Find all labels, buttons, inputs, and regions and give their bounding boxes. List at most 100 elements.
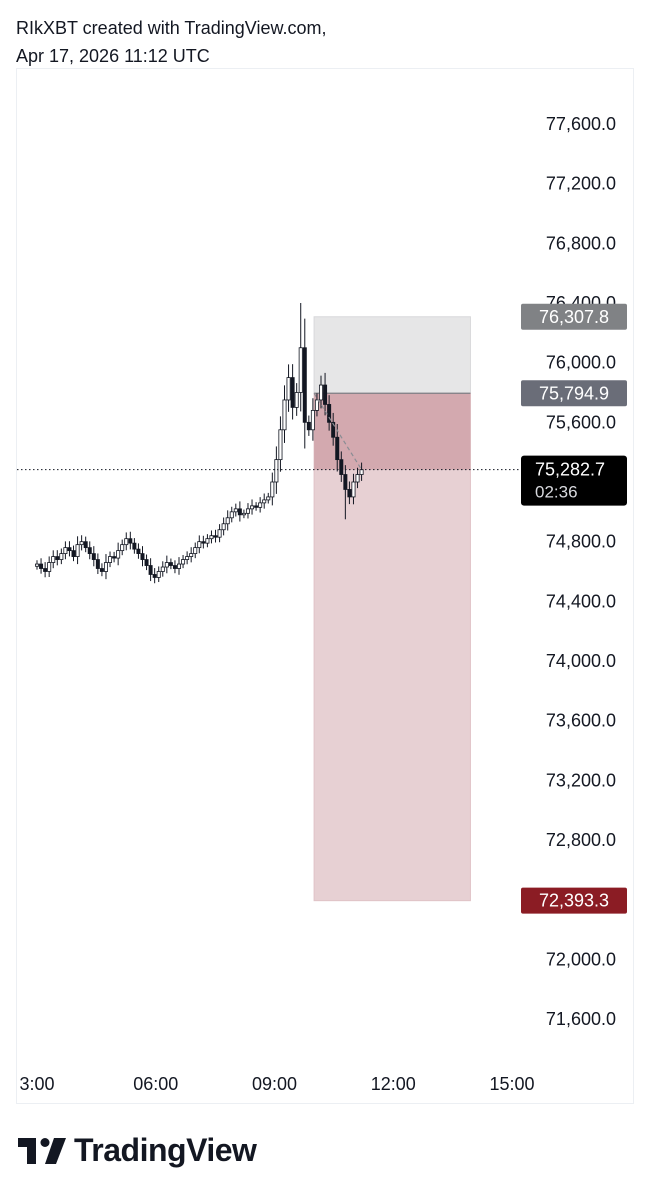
candle-body — [95, 559, 100, 569]
tradingview-logo-icon — [18, 1137, 66, 1164]
price-label-stop-box — [521, 887, 627, 914]
x-tick-label: 3:00 — [19, 1074, 54, 1094]
candle-body — [339, 459, 344, 475]
candle-body — [83, 541, 88, 549]
candle-body — [327, 404, 332, 423]
candle-body — [67, 547, 72, 552]
candle-body — [168, 562, 173, 566]
candle-body — [225, 517, 230, 525]
candle-body — [331, 421, 336, 438]
candle-body — [156, 571, 161, 578]
y-tick-label: 72,000.0 — [546, 949, 616, 969]
candle-body — [128, 538, 133, 544]
y-tick-label: 74,800.0 — [546, 532, 616, 552]
candle-body — [51, 556, 56, 563]
candle-body — [319, 384, 324, 401]
candle-body — [351, 481, 356, 498]
candle-body — [241, 512, 246, 516]
y-tick-label: 77,200.0 — [546, 174, 616, 194]
candle-body — [132, 542, 137, 550]
candle-body — [91, 553, 96, 560]
candle-body — [43, 568, 48, 572]
chart-header: RIkXBT created with TradingView.com, Apr… — [16, 14, 326, 70]
y-tick-label: 71,600.0 — [546, 1009, 616, 1029]
candle-body — [233, 508, 238, 513]
y-tick-label: 74,400.0 — [546, 591, 616, 611]
chart-frame — [16, 68, 634, 1104]
candle-body — [124, 538, 129, 546]
y-tick-label: 76,800.0 — [546, 233, 616, 253]
candle-body — [172, 565, 177, 569]
countdown-label: 02:36 — [535, 483, 578, 502]
candle-body — [347, 489, 352, 498]
candle-body — [205, 538, 210, 544]
candle-body — [75, 544, 80, 557]
candle-body — [290, 377, 295, 408]
candle-body — [213, 535, 218, 538]
candle-body — [314, 399, 319, 411]
candle-body — [112, 556, 117, 559]
candle-body — [197, 541, 202, 549]
candle-body — [298, 347, 303, 393]
price-label-entry-box — [521, 380, 627, 407]
price-label-target: 76,307.8 — [539, 307, 609, 327]
y-tick-label: 72,800.0 — [546, 830, 616, 850]
author-line: RIkXBT created with TradingView.com, — [16, 18, 327, 38]
target-zone[interactable] — [313, 316, 471, 394]
candle-body — [185, 556, 190, 560]
candle-body — [35, 563, 40, 567]
candle-body — [189, 553, 194, 557]
candle-body — [160, 566, 165, 572]
candle-body — [282, 399, 287, 431]
y-tick-label: 76,000.0 — [546, 353, 616, 373]
candle-body — [250, 505, 255, 510]
price-label-target-box — [521, 303, 627, 330]
candle-body — [355, 474, 360, 483]
candle-body — [181, 559, 186, 565]
candle-body — [237, 508, 242, 516]
y-tick-label: 75,600.0 — [546, 412, 616, 432]
candle-body — [79, 541, 84, 546]
candle-body — [55, 556, 60, 560]
candle-body — [136, 548, 141, 554]
price-label-entry: 75,794.9 — [539, 383, 609, 403]
candle-body — [47, 562, 52, 572]
tradingview-logo-text: TradingView — [74, 1132, 257, 1168]
candle-body — [258, 502, 263, 508]
candle-body — [270, 481, 275, 498]
candle-body — [148, 565, 153, 575]
candle-body — [39, 563, 44, 569]
x-tick-label: 15:00 — [489, 1074, 534, 1094]
candle-body — [262, 499, 267, 504]
candle-body — [254, 505, 259, 508]
candle-body — [201, 541, 206, 544]
candle-body — [144, 559, 149, 566]
candle-body — [71, 550, 76, 557]
last-price-label: 75,282.7 — [535, 460, 605, 480]
tradingview-logo: TradingView — [18, 1132, 257, 1169]
candle-body — [152, 574, 157, 578]
axis-mask — [0, 1060, 16, 1105]
candle-body — [87, 547, 92, 555]
candle-body — [116, 550, 121, 559]
candle-body — [245, 508, 250, 514]
candle-body — [274, 459, 279, 483]
candle-body — [209, 535, 214, 540]
candle-body — [217, 529, 222, 538]
candle-body — [221, 523, 226, 531]
position-path — [313, 392, 363, 470]
candle-body — [359, 469, 364, 475]
stop-zone-filled — [314, 393, 471, 470]
x-tick-label: 06:00 — [133, 1074, 178, 1094]
candle-body — [164, 562, 169, 568]
y-tick-label: 77,600.0 — [546, 114, 616, 134]
candle-body — [59, 553, 64, 560]
candle-body — [108, 556, 113, 563]
price-label-stop: 72,393.3 — [539, 891, 609, 911]
candle-body — [229, 511, 234, 519]
y-tick-label: 73,200.0 — [546, 770, 616, 790]
candle-body — [343, 474, 348, 490]
candle-body — [177, 563, 182, 569]
stop-zone[interactable] — [313, 392, 471, 902]
